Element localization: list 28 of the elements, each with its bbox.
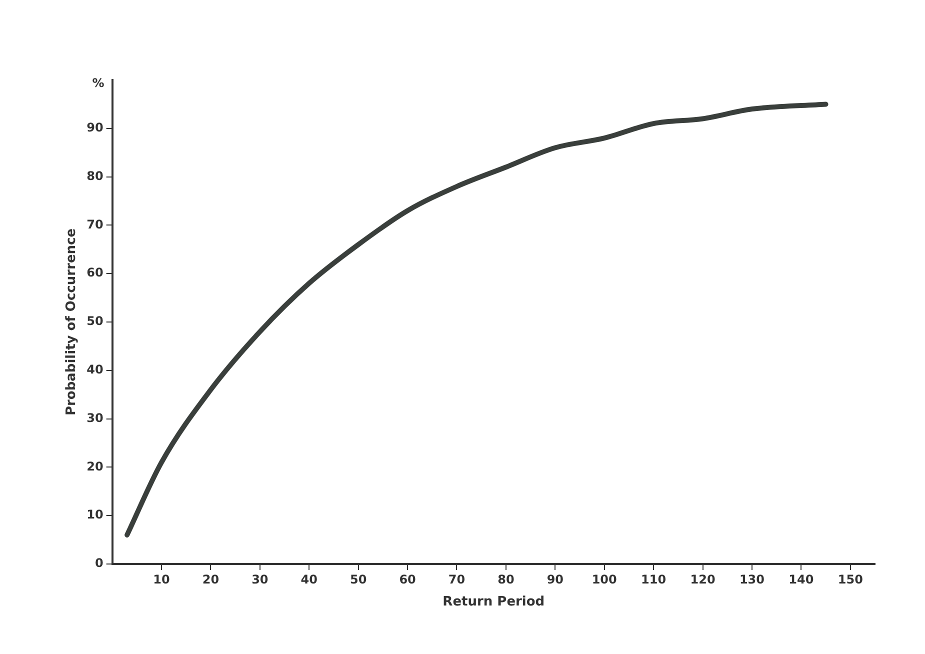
x-axis-title: Return Period	[442, 594, 545, 610]
y-tick-label: 50	[86, 314, 104, 328]
y-axis-title: Probability of Occurrence	[64, 228, 80, 416]
x-tick-label: 70	[448, 572, 466, 586]
y-tick-label: 30	[86, 410, 104, 425]
x-tick-label: 80	[498, 572, 514, 586]
x-tick-label: 130	[739, 572, 765, 586]
x-tick-label: 60	[399, 572, 416, 586]
x-tick-label: 40	[300, 572, 318, 586]
y-tick-label: 80	[86, 168, 104, 183]
y-tick-label: 70	[86, 217, 104, 232]
y-tick-label: 60	[86, 266, 104, 280]
y-tick-label: 0	[94, 556, 104, 570]
x-tick-label: 120	[690, 572, 716, 586]
y-tick-label: 90	[86, 120, 104, 135]
y-tick-label: 40	[86, 362, 104, 377]
x-tick-label: 10	[153, 572, 170, 586]
y-tick-label: 20	[86, 459, 104, 474]
x-tick-label: 140	[788, 572, 814, 586]
y-tick-label: 10	[86, 508, 104, 522]
x-tick-label: 150	[838, 572, 863, 586]
x-tick-label: 30	[252, 572, 268, 586]
x-tick-label: 90	[546, 572, 564, 586]
x-tick-label: 110	[641, 572, 666, 586]
text: %	[92, 76, 104, 90]
x-tick-label: 20	[202, 572, 220, 586]
x-tick-label: 50	[350, 572, 367, 586]
x-tick-label: 100	[592, 572, 617, 586]
